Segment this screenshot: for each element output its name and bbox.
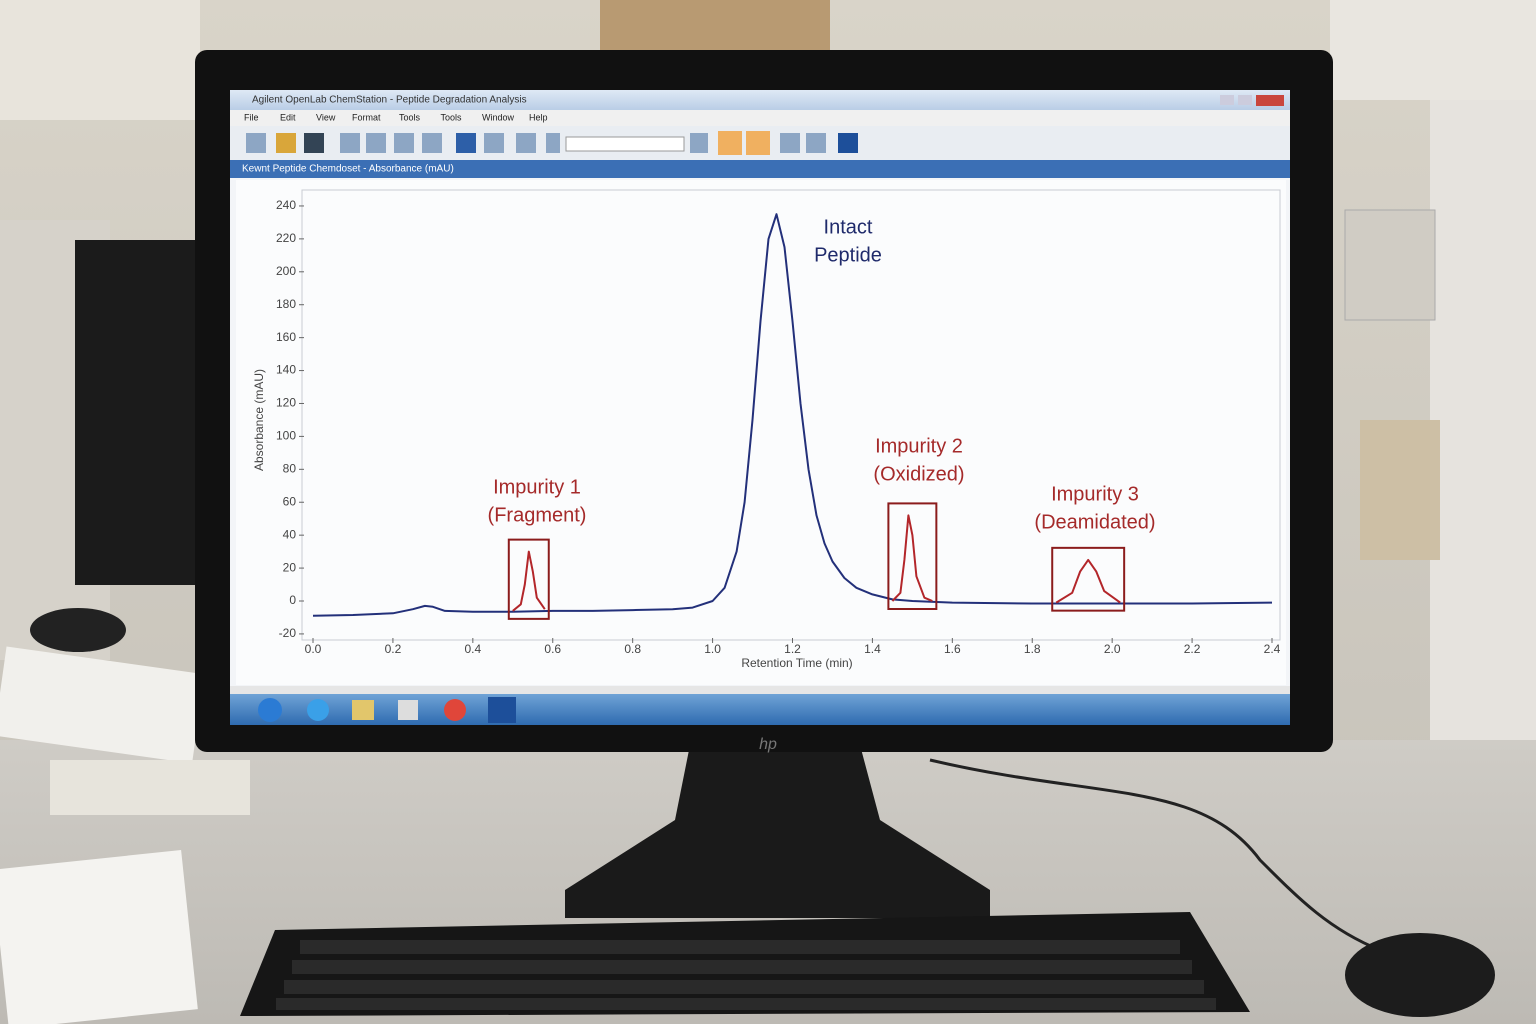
y-tick-label: 100	[276, 429, 296, 443]
plot-frame	[301, 189, 1281, 641]
chart-area	[236, 180, 1286, 685]
y-tick-label: 40	[283, 527, 297, 541]
pane-header	[230, 160, 1290, 178]
y-tick-label: 180	[276, 297, 296, 311]
window-controls	[1220, 95, 1284, 106]
x-tick-label: 0.8	[624, 642, 641, 656]
annotation: (Fragment)	[488, 504, 587, 526]
x-tick-label: 2.2	[1184, 642, 1201, 656]
taskbar-icons	[258, 697, 516, 723]
x-tick-label: 2.0	[1104, 642, 1121, 656]
x-tick-label: 0.2	[385, 642, 402, 656]
x-tick-label: 1.4	[864, 642, 881, 656]
x-tick-label: 1.6	[944, 642, 961, 656]
papers	[0, 646, 205, 764]
instrument	[1430, 100, 1536, 820]
cable	[929, 758, 1381, 952]
impurity-box	[1051, 546, 1126, 612]
x-tick-label: 0.6	[544, 642, 561, 656]
annotation: Impurity 2	[875, 435, 963, 457]
shelf	[1330, 0, 1536, 100]
menu-item: Help	[529, 112, 548, 122]
y-tick-label: 160	[276, 330, 296, 344]
y-tick-label: 60	[283, 494, 297, 508]
y-tick-label: -20	[279, 626, 297, 640]
x-tick-label: 0.4	[464, 642, 481, 656]
y-tick-label: 80	[283, 461, 297, 475]
monitor-stand	[565, 745, 990, 918]
menu-item: Edit	[280, 112, 296, 122]
y-tick-label: 20	[283, 560, 297, 574]
notepad	[50, 760, 250, 815]
menu-bar	[230, 110, 1290, 126]
menu-item: Tools	[441, 112, 463, 122]
menu-item: View	[316, 112, 336, 122]
annotation: (Oxidized)	[873, 463, 964, 485]
menu-item: File	[244, 112, 259, 122]
x-tick-label: 1.2	[784, 642, 801, 656]
y-tick-label: 120	[276, 396, 296, 410]
x-tick-label: 1.8	[1024, 642, 1041, 656]
y-tick-label: 200	[276, 264, 296, 278]
papers	[0, 849, 198, 1029]
y-tick-label: 240	[276, 198, 296, 212]
impurity-box	[507, 538, 550, 620]
trace	[891, 514, 933, 602]
taskbar	[230, 694, 1290, 725]
annotation: Peptide	[814, 244, 882, 266]
trace	[512, 550, 546, 612]
menu-item: Window	[482, 112, 515, 122]
box	[600, 0, 830, 55]
impurity-box	[887, 502, 938, 610]
title-bar	[230, 90, 1290, 110]
shelf	[0, 0, 200, 120]
annotation: Impurity 3	[1051, 483, 1139, 505]
status-bar	[230, 686, 1290, 694]
annotation: (Deamidated)	[1034, 511, 1155, 533]
toolbar-icons	[246, 131, 858, 155]
trace	[1055, 558, 1121, 604]
pane-title: Kewnt Peptide Chemdoset - Absorbance (mA…	[242, 164, 454, 175]
y-axis-label: Absorbance (mAU)	[252, 369, 266, 471]
y-tick-label: 140	[276, 363, 296, 377]
menu: File Edit View Format Tools Tools Window Help	[244, 112, 548, 122]
chromatogram: -20 0 20 40 60 80 100 120 140 160 180 200 220 240 0.0 0…	[252, 198, 1280, 670]
second-monitor	[75, 240, 195, 585]
y-tick-label: 0	[289, 593, 296, 607]
cabinet	[1344, 209, 1436, 321]
logo: hp	[759, 736, 777, 753]
boxes	[1360, 420, 1440, 560]
annotation: Impurity 1	[493, 476, 581, 498]
x-axis-label: Retention Time (min)	[741, 656, 852, 670]
menu-item: Format	[352, 112, 381, 122]
x-tick-label: 2.4	[1264, 642, 1281, 656]
mouse	[1345, 933, 1495, 1017]
x-tick-label: 1.0	[704, 642, 721, 656]
annotation: Intact	[824, 216, 873, 238]
mouse	[30, 608, 126, 652]
keys	[276, 940, 1216, 1010]
y-tick-label: 220	[276, 231, 296, 245]
x-tick-label: 0.0	[305, 642, 322, 656]
menu-item: Tools	[399, 112, 421, 122]
window-title: Agilent OpenLab ChemStation - Peptide De…	[252, 95, 527, 106]
trace	[312, 213, 1273, 617]
